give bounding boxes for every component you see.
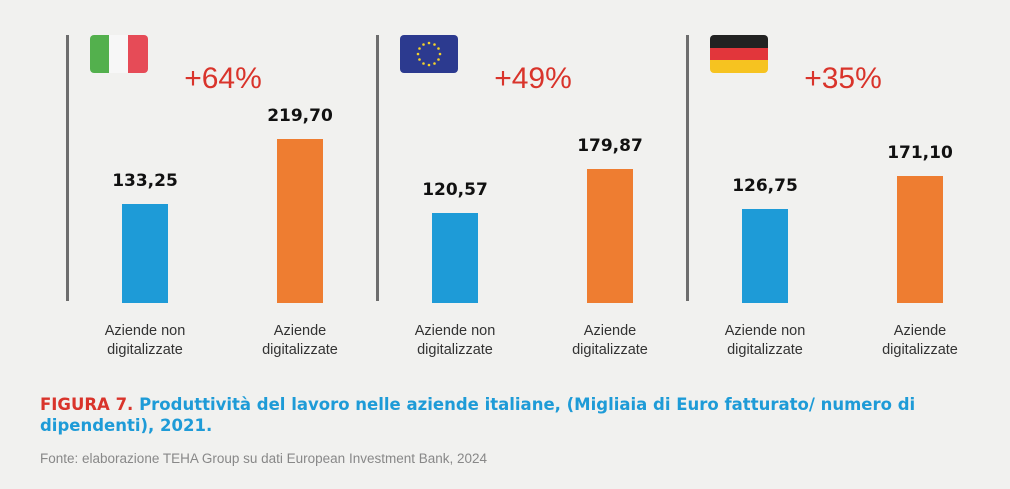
bar [277,139,323,303]
x-tick-label: Aziende non digitalizzate [104,323,186,358]
value-label: 120,57 [422,180,488,201]
x-tick-label: Aziende digitalizzate [262,323,338,358]
caption: FIGURA 7. Produttività del lavoro nelle … [40,394,970,436]
bar [432,213,478,303]
bar [897,175,943,303]
value-label: 171,10 [887,142,953,163]
value-label: 179,87 [577,135,643,156]
x-tick-label: Aziende non digitalizzate [414,323,496,358]
axis-line [686,35,689,301]
source: Fonte: elaborazione TEHA Group su dati E… [40,451,488,466]
bar [122,203,168,303]
flag-eu [400,35,458,73]
caption-title: Produttività del lavoro nelle aziende it… [40,395,916,435]
axis-line [66,35,69,301]
value-label: 126,75 [732,175,798,196]
bar [587,168,633,303]
caption-label: FIGURA 7. [40,395,134,414]
value-label: 133,25 [112,170,178,191]
annotation: +49% [494,62,572,95]
x-tick-label: Aziende digitalizzate [572,323,648,358]
annotation: +35% [804,62,882,95]
bar [742,208,788,303]
value-label: 219,70 [267,106,333,127]
x-tick-label: Aziende non digitalizzate [724,323,806,358]
x-tick-label: Aziende digitalizzate [882,323,958,358]
flag-italy [90,35,148,73]
flag-germany [710,35,768,73]
annotation: +64% [184,62,262,95]
axis-line [376,35,379,301]
